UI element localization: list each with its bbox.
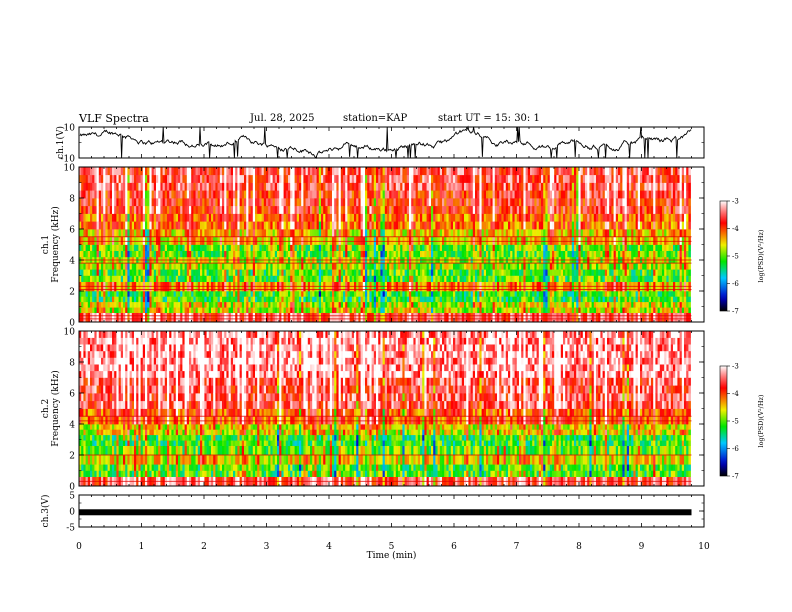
frequency-axis-label: Frequency (kHz) (50, 206, 61, 283)
frequency-tick-label: 6 (69, 390, 75, 400)
time-tick-label: 5 (389, 542, 395, 552)
start-time-label: start UT = 15: 30: 1 (438, 113, 540, 124)
ch2-colorbar: -3 -4 -5 -6 -7 log(PSD)(V²/Hz) (719, 363, 765, 481)
channel-label: ch.2 (41, 399, 51, 418)
frequency-axis-label: Frequency (kHz) (50, 370, 61, 447)
spectrogram-cells (79, 331, 691, 487)
frequency-tick-label: 2 (69, 452, 75, 462)
colorbar-tick-label: -6 (732, 445, 739, 453)
ch1-y-axis-label: ch.1(V) (55, 126, 66, 159)
channel-label: ch.1 (41, 235, 51, 254)
colorbar-gradient (719, 365, 728, 477)
frequency-tick-label: 8 (69, 195, 75, 205)
colorbar-tick-label: -3 (732, 198, 739, 206)
time-tick-label: 7 (514, 542, 520, 552)
frequency-tick-label: 0 (69, 319, 75, 329)
ch2-spectrogram-panel: 10 8 6 4 2 0 ch.2 Frequency (kHz) (41, 328, 705, 493)
ch1-y-tick-label: -10 (61, 155, 76, 165)
time-tick-label: 3 (264, 542, 270, 552)
ch3-waveform-band (79, 509, 692, 516)
time-tick-label: 4 (326, 542, 332, 552)
colorbar-tick-label: -7 (732, 308, 739, 316)
frequency-tick-label: 4 (69, 421, 75, 431)
time-tick-label: 6 (451, 542, 457, 552)
station-label: station=KAP (343, 113, 408, 124)
date-label: Jul. 28, 2025 (250, 113, 315, 124)
time-tick-label: 2 (201, 542, 207, 552)
time-tick-label: 8 (576, 542, 582, 552)
colorbar-gradient (719, 200, 728, 312)
colorbar-tick-label: -7 (732, 473, 739, 481)
colorbar-tick-label: -5 (732, 253, 739, 261)
time-tick-label: 10 (698, 542, 710, 552)
colorbar-tick-label: -4 (732, 390, 739, 398)
ch1-colorbar: -3 -4 -5 -6 -7 log(PSD)(V²/Hz) (719, 198, 765, 316)
frequency-tick-label: 4 (69, 257, 75, 267)
frequency-tick-label: 8 (69, 359, 75, 369)
frequency-tick-label: 0 (69, 483, 75, 493)
colorbar-tick-label: -5 (732, 418, 739, 426)
spectrogram-cells (79, 167, 691, 323)
frequency-tick-label: 10 (64, 164, 76, 174)
ch3-y-tick-label: 0 (69, 508, 75, 518)
frequency-tick-label: 2 (69, 288, 75, 298)
frequency-tick-label: 6 (69, 226, 75, 236)
figure-title: VLF Spectra (79, 112, 149, 125)
ch1-waveform-line (79, 125, 692, 159)
colorbar-tick-label: -6 (732, 280, 739, 288)
time-tick-label: 0 (76, 542, 82, 552)
time-tick-label: 9 (639, 542, 645, 552)
time-axis-label: Time (min) (367, 550, 417, 561)
colorbar-tick-label: -4 (732, 225, 739, 233)
colorbar-label: log(PSD)(V²/Hz) (757, 229, 765, 282)
ch1-spectrogram-panel: 10 8 6 4 2 0 ch.1 Frequency (kHz) (41, 164, 705, 329)
colorbar-tick-label: -3 (732, 363, 739, 371)
ch1-y-tick-label: 10 (64, 124, 76, 134)
ch3-y-tick-label: -5 (66, 524, 75, 534)
time-tick-label: 1 (139, 542, 145, 552)
colorbar-label: log(PSD)(V²/Hz) (757, 394, 765, 447)
ch3-y-tick-label: 5 (69, 492, 75, 502)
frequency-tick-label: 10 (64, 328, 76, 338)
ch3-y-axis-label: ch.3(V) (40, 495, 51, 528)
